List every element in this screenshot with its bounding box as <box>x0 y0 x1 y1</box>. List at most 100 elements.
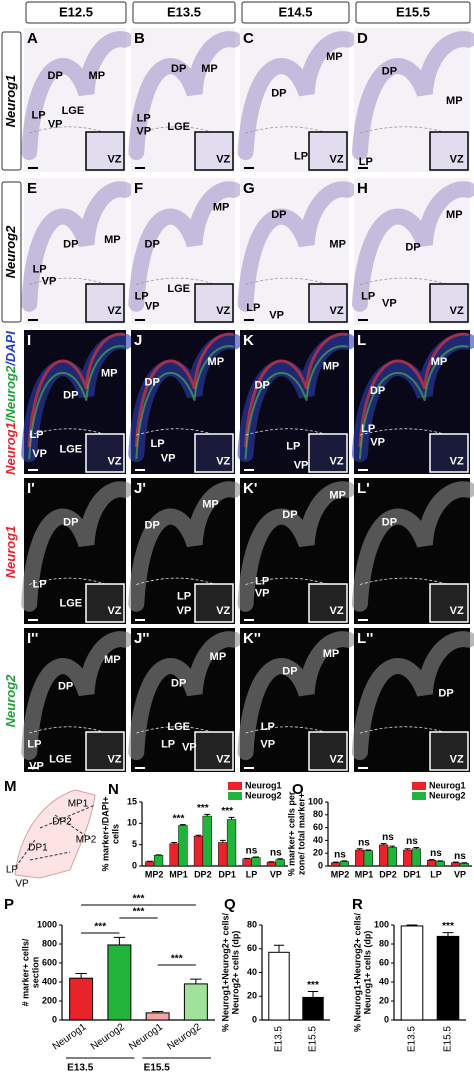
region-label: MP <box>323 648 340 660</box>
x-tick-label: E15.5 <box>443 1026 454 1053</box>
legend-swatch <box>228 792 242 800</box>
region-label: DP <box>282 666 297 678</box>
region-label: VZ <box>330 455 344 467</box>
bar <box>179 825 188 866</box>
region-label: LP <box>29 429 43 441</box>
group-label: E15.5 <box>144 1063 171 1074</box>
region-label: VP <box>42 276 57 288</box>
region-label: LP <box>359 156 373 168</box>
region-label: DP <box>382 516 397 528</box>
region-label: MP <box>104 654 121 666</box>
bar <box>436 862 445 866</box>
region-label: VZ <box>216 455 230 467</box>
region-label: VP <box>136 126 151 138</box>
bar <box>427 860 436 866</box>
region-label: MP <box>210 651 227 663</box>
region-label: VZ <box>216 605 230 617</box>
bar <box>379 845 388 866</box>
y-tick-label: 1000 <box>37 919 57 929</box>
group-label: E13.5 <box>67 1063 94 1074</box>
schematic-label: DP2 <box>52 817 72 828</box>
significance: *** <box>133 907 145 918</box>
region-label: VZ <box>450 455 464 467</box>
region-label: VZ <box>107 455 121 467</box>
y-axis-label: cells <box>110 824 120 844</box>
region-label: DP <box>63 390 78 402</box>
region-label: VZ <box>330 153 344 165</box>
panel-letter: J'' <box>134 630 149 647</box>
region-label: VP <box>260 739 275 751</box>
schematic-label: MP1 <box>68 799 89 810</box>
panel-letter: A <box>27 30 38 47</box>
region-label: DP <box>405 241 420 253</box>
panel-letter: D <box>357 30 368 47</box>
x-tick-label: Neurog2 <box>89 1021 127 1052</box>
bar <box>412 849 421 866</box>
significance: ns <box>382 832 394 843</box>
region-label: DP <box>48 70 63 82</box>
y-tick-label: 100 <box>308 796 323 806</box>
region-label: VZ <box>450 753 464 765</box>
region-label: VZ <box>107 753 121 765</box>
region-label: LGE <box>167 121 190 133</box>
region-label: DP <box>171 63 186 75</box>
region-label: LP <box>161 739 175 751</box>
y-tick-label: 80 <box>247 919 257 929</box>
error-bar <box>220 840 226 842</box>
panel-letter: L <box>357 332 366 349</box>
panel-letter: P <box>4 896 14 913</box>
region-label: VZ <box>450 153 464 165</box>
x-tick-label: Neurog2 <box>165 1021 203 1052</box>
panel-letter: I' <box>27 480 35 497</box>
region-label: VZ <box>330 605 344 617</box>
region-label: VP <box>48 118 63 130</box>
x-tick-label: E13.5 <box>274 1026 285 1053</box>
y-tick-label: 40 <box>379 976 389 986</box>
row-label: Neurog1 <box>3 526 18 579</box>
row-label-part: Neurog2 <box>3 674 18 728</box>
error-bar <box>229 817 235 819</box>
significance: *** <box>94 922 106 933</box>
x-tick-label: LP <box>430 869 442 879</box>
region-label: LP <box>246 302 260 314</box>
error-bar <box>75 973 86 978</box>
region-label: MP <box>89 70 106 82</box>
region-label: MP <box>329 490 346 502</box>
y-tick-label: 0 <box>132 860 137 870</box>
legend-label: Neurog1 <box>429 780 466 790</box>
region-label: LGE <box>49 753 72 765</box>
panel-letter: G <box>243 180 255 197</box>
region-label: LGE <box>62 105 85 117</box>
x-tick-label: LP <box>246 869 258 879</box>
region-label: LP <box>361 290 375 302</box>
bar <box>340 862 349 866</box>
column-header: E13.5 <box>167 4 201 19</box>
bar <box>451 863 460 866</box>
region-label: LP <box>361 423 375 435</box>
row-label: Neurog2 <box>3 225 18 279</box>
region-label: VZ <box>107 305 121 317</box>
region-label: MP <box>323 360 340 372</box>
error-bar <box>274 945 284 952</box>
region-label: DP <box>63 516 78 528</box>
y-tick-label: 100 <box>374 919 389 929</box>
y-tick-label: 20 <box>247 991 257 1001</box>
bar <box>227 819 236 866</box>
panel-letter: B <box>134 30 145 47</box>
region-label: VZ <box>450 605 464 617</box>
region-label: LP <box>150 438 164 450</box>
region-label: VP <box>177 605 192 617</box>
y-axis-label: zone/ total marker+ <box>296 793 306 875</box>
region-label: LGE <box>59 444 82 456</box>
x-tick-label: E13.5 <box>407 1026 418 1053</box>
region-label: VZ <box>450 305 464 317</box>
row-label-part: Neurog1 <box>3 75 18 128</box>
y-tick-label: 40 <box>313 835 323 845</box>
panel-letter: Q <box>224 896 236 913</box>
bar <box>145 862 154 866</box>
row-label-part: /Neurog2 <box>3 365 18 423</box>
row-label-part: Neurog2 <box>3 225 18 279</box>
row-label: Neurog1/Neurog2/DAPI <box>3 331 18 475</box>
significance: ns <box>358 837 370 848</box>
